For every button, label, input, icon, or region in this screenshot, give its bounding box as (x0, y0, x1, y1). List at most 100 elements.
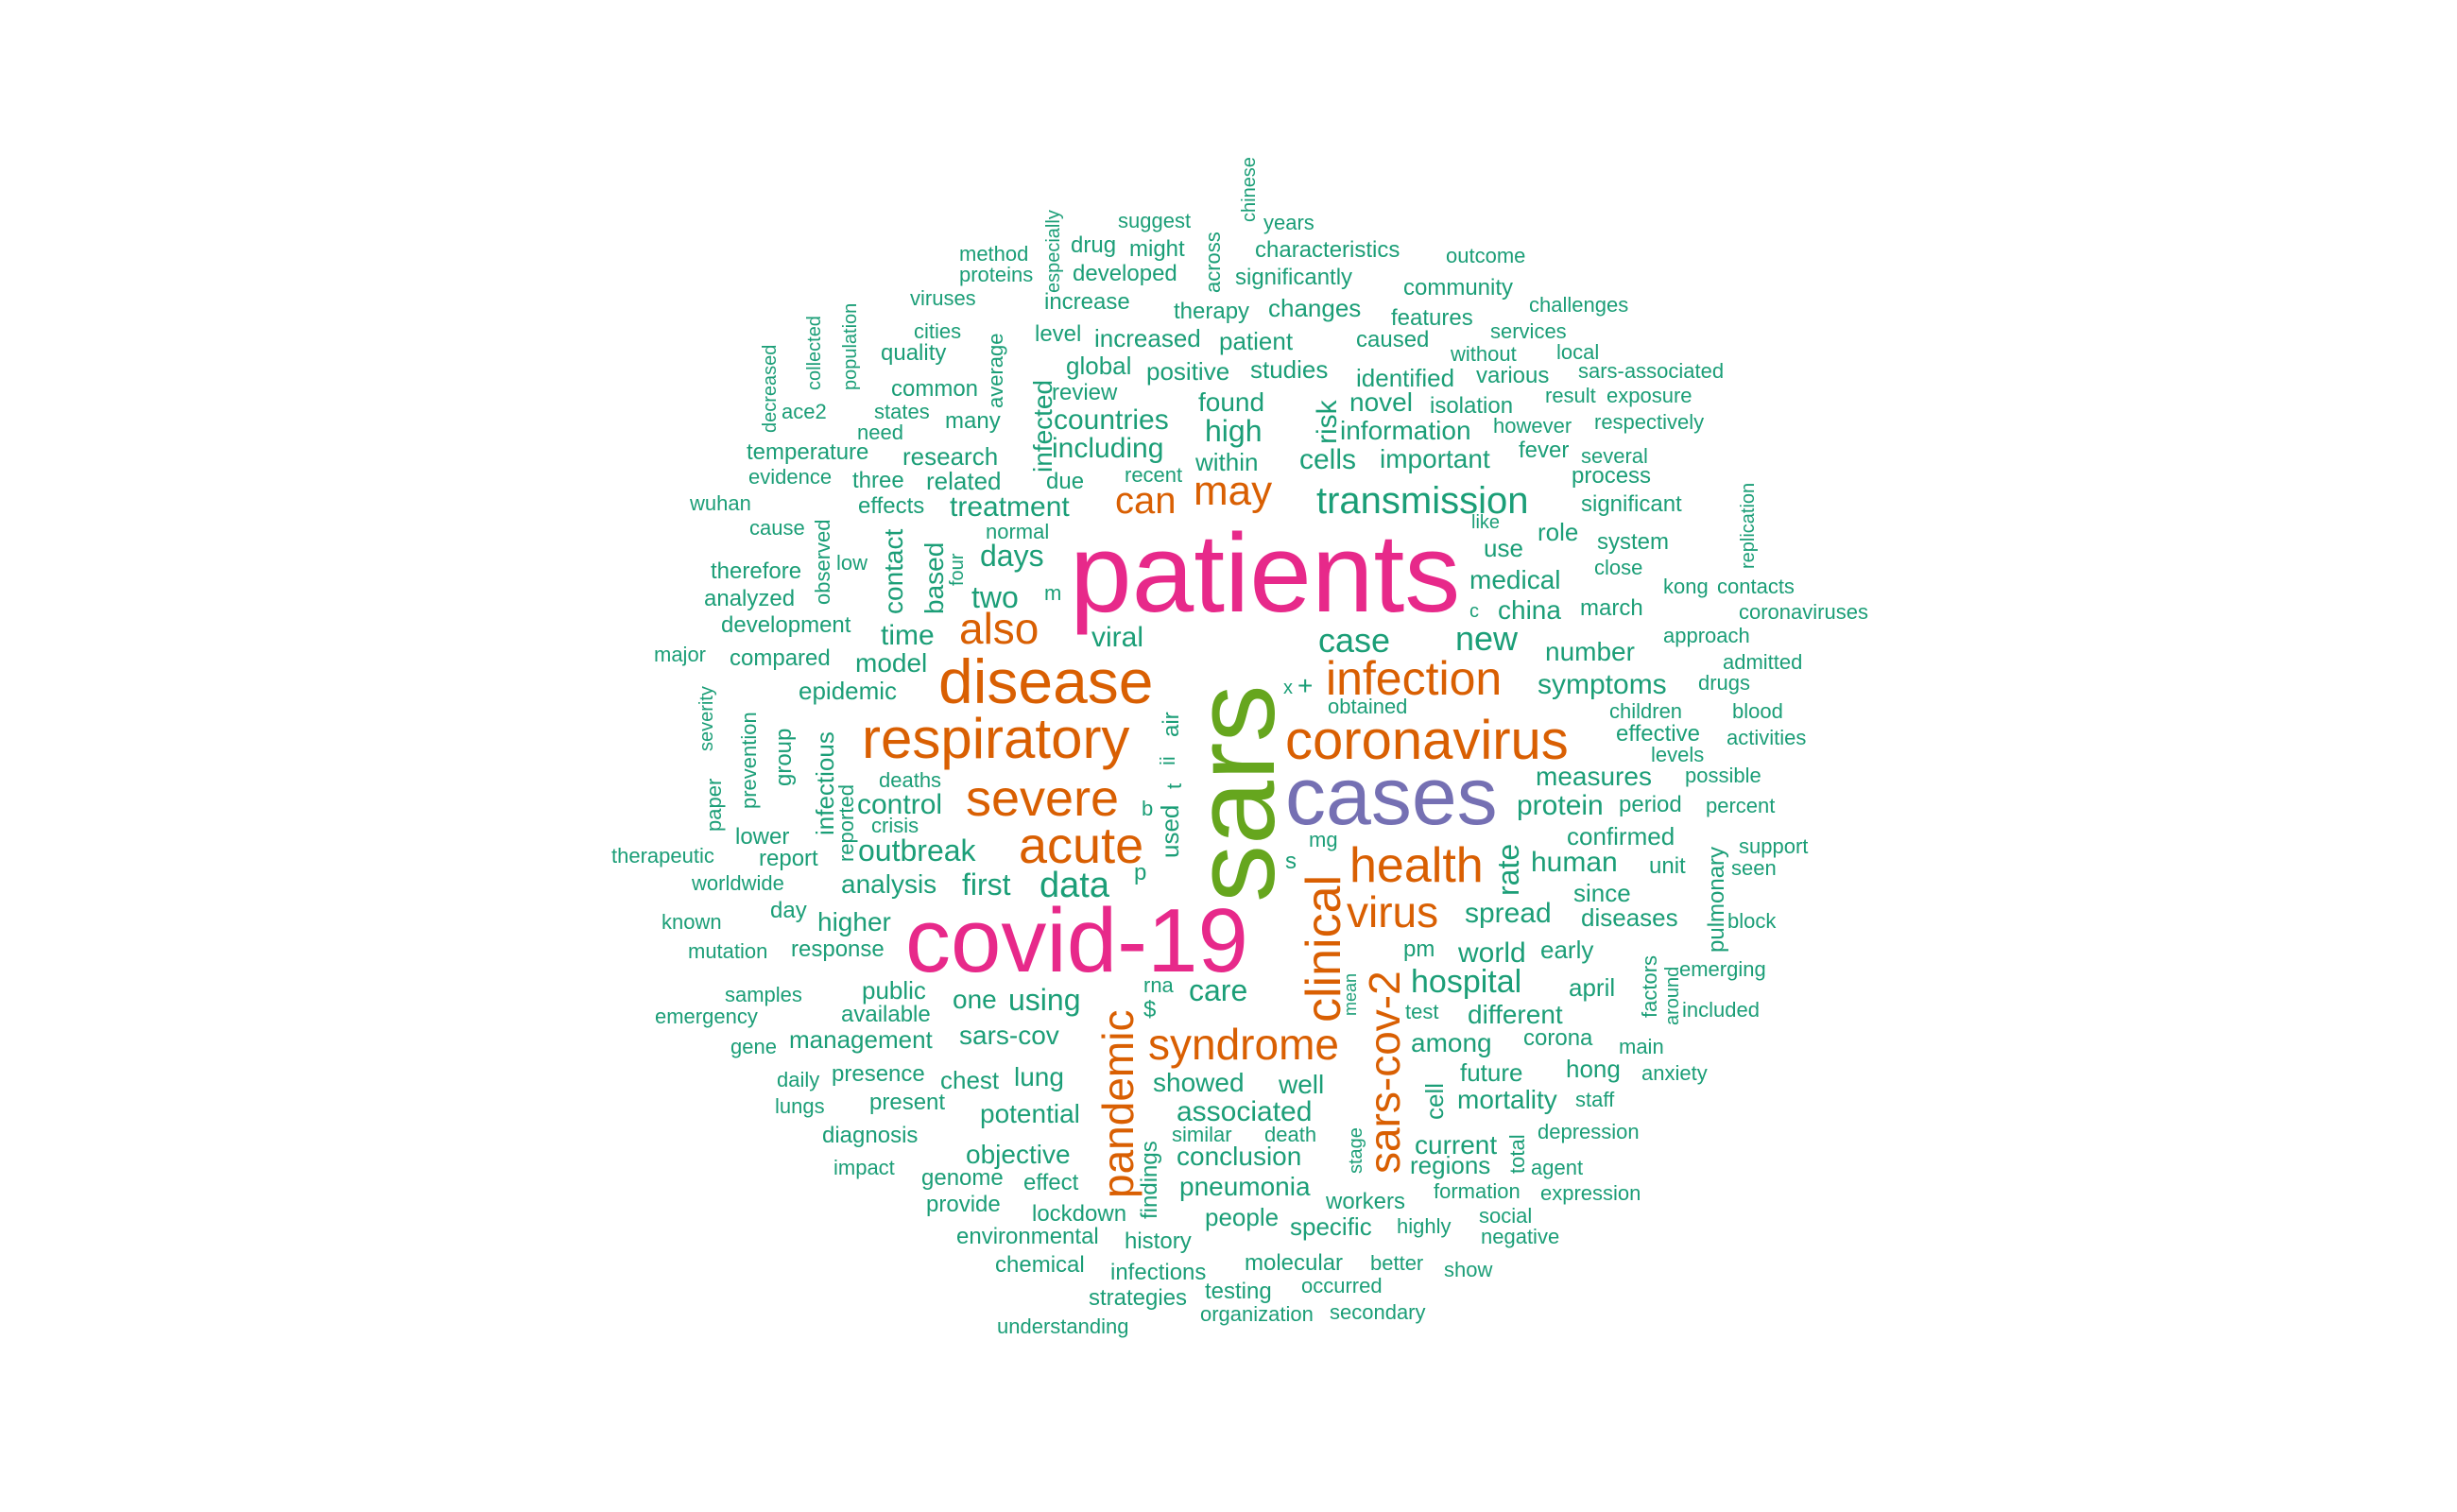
word-sars-cov-2: sars-cov-2 (1360, 971, 1409, 1174)
word-show: show (1444, 1258, 1493, 1281)
word-ii: ii (1156, 756, 1179, 765)
word-report: report (759, 846, 818, 871)
word-covid-19: covid-19 (905, 890, 1248, 991)
word-hong: hong (1566, 1055, 1621, 1083)
word-provide: provide (926, 1192, 1001, 1217)
word-many: many (945, 408, 1001, 434)
word-one: one (953, 985, 997, 1014)
word-studies: studies (1250, 355, 1329, 384)
word-two: two (971, 580, 1019, 614)
word-drugs: drugs (1698, 671, 1751, 695)
word-worldwide: worldwide (692, 871, 784, 895)
word-low: low (836, 551, 868, 575)
word-deaths: deaths (879, 768, 942, 792)
word-caused: caused (1356, 327, 1430, 352)
word-characteristics: characteristics (1255, 237, 1400, 263)
word-acute: acute (1019, 817, 1144, 874)
word-four: four (947, 553, 968, 586)
word-s: s (1285, 849, 1297, 874)
word-developed: developed (1073, 261, 1177, 286)
word-confirmed: confirmed (1567, 822, 1675, 850)
word-number: number (1545, 637, 1635, 666)
word-may: may (1194, 468, 1273, 514)
word-regions: regions (1410, 1151, 1491, 1179)
word-china: china (1498, 595, 1561, 625)
word-b: b (1142, 797, 1154, 820)
word-epidemic: epidemic (799, 677, 898, 705)
word-fever: fever (1519, 438, 1570, 463)
word-test: test (1405, 1000, 1439, 1023)
word-conclusion: conclusion (1177, 1142, 1302, 1171)
word-daily: daily (777, 1068, 820, 1091)
word-admitted: admitted (1723, 650, 1803, 674)
word-drug: drug (1071, 232, 1117, 258)
word-services: services (1490, 319, 1567, 343)
word-rna: rna (1143, 973, 1174, 997)
word-diseases: diseases (1581, 903, 1678, 932)
word-several: several (1581, 444, 1648, 468)
word-first: first (962, 868, 1011, 902)
word-factors: factors (1638, 954, 1661, 1018)
word-respiratory: respiratory (862, 707, 1130, 770)
word-m: m (1044, 581, 1062, 605)
word-organization: organization (1200, 1302, 1314, 1326)
word-therapy: therapy (1174, 299, 1250, 324)
word-strategies: strategies (1089, 1285, 1188, 1311)
word-hospital: hospital (1411, 964, 1522, 1000)
word-total: total (1505, 1134, 1529, 1174)
word-treatment: treatment (950, 491, 1070, 523)
word-related: related (926, 467, 1002, 495)
word-effect: effect (1023, 1170, 1079, 1195)
word-levels: levels (1651, 743, 1705, 766)
word-measures: measures (1536, 762, 1652, 791)
word-community: community (1403, 275, 1514, 301)
word-reported: reported (834, 784, 858, 862)
word-lockdown: lockdown (1032, 1201, 1127, 1227)
word-different: different (1468, 1000, 1563, 1029)
word-analyzed: analyzed (704, 586, 796, 611)
word-also: also (959, 604, 1040, 653)
word-result: result (1545, 384, 1596, 407)
word-specific: specific (1290, 1212, 1372, 1241)
word-future: future (1460, 1058, 1523, 1087)
word-c: c (1469, 601, 1479, 622)
word-medical: medical (1469, 565, 1561, 594)
word-world: world (1458, 937, 1526, 969)
word-lung: lung (1014, 1062, 1064, 1091)
word-protein: protein (1517, 790, 1604, 821)
word-depression: depression (1538, 1120, 1640, 1143)
word-well: well (1279, 1070, 1325, 1099)
word-health: health (1349, 838, 1484, 893)
word-cases: cases (1285, 751, 1498, 842)
word-blood: blood (1732, 699, 1783, 723)
word-data: data (1040, 866, 1109, 905)
word-recent: recent (1125, 463, 1183, 487)
word-plus: + (1297, 671, 1314, 700)
word-management: management (789, 1025, 933, 1054)
word-various: various (1476, 363, 1550, 388)
word-compared: compared (730, 645, 831, 671)
word-effective: effective (1616, 721, 1700, 747)
word-close: close (1594, 556, 1643, 579)
word-challenges: challenges (1529, 293, 1629, 317)
word-diagnosis: diagnosis (822, 1123, 919, 1148)
word-global: global (1066, 352, 1132, 380)
word-syndrome: syndrome (1148, 1020, 1339, 1069)
word-march: march (1580, 595, 1643, 621)
word-effects: effects (858, 493, 925, 519)
word-infection: infection (1326, 652, 1503, 705)
word-early: early (1540, 936, 1594, 964)
word-current: current (1415, 1130, 1498, 1160)
word-available: available (841, 1002, 931, 1027)
word-role: role (1538, 518, 1579, 546)
word-significant: significant (1581, 491, 1682, 517)
word-crisis: crisis (871, 814, 919, 837)
word-corona: corona (1523, 1025, 1593, 1051)
word-infections: infections (1110, 1260, 1207, 1285)
word-contacts: contacts (1717, 575, 1795, 598)
word-lungs: lungs (775, 1094, 825, 1118)
word-novel: novel (1349, 387, 1413, 417)
word-better: better (1370, 1251, 1424, 1275)
word-collected: collected (804, 316, 825, 390)
word-possible: possible (1685, 764, 1761, 787)
